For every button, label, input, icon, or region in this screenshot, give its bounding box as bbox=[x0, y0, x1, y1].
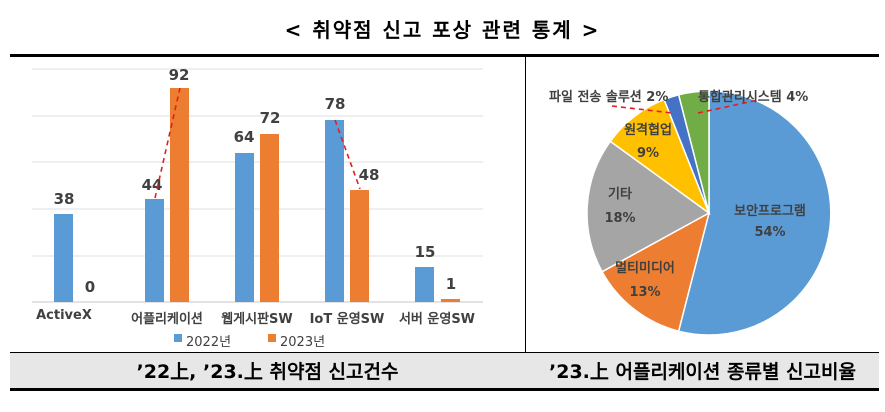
caption-pie-chart: ’23.上 어플리케이션 종류별 신고비율 bbox=[549, 361, 856, 383]
pie-label-multimedia: 멀티미디어 bbox=[615, 261, 675, 276]
bar-2022-activex[interactable] bbox=[54, 214, 73, 302]
bar-2022-application[interactable] bbox=[145, 199, 164, 302]
value-label: 64 bbox=[233, 128, 255, 146]
value-label: 38 bbox=[53, 190, 75, 208]
value-label: 44 bbox=[141, 176, 163, 194]
legend-item-2023[interactable]: 2023년 bbox=[268, 331, 325, 350]
pie-pct-etc: 18% bbox=[604, 211, 636, 226]
pie-label-file-transfer: 파일 전송 솔루션 2% bbox=[549, 90, 669, 105]
bar-2022-iot[interactable] bbox=[325, 120, 344, 302]
pie-pct-remote-collab: 9% bbox=[636, 146, 660, 161]
pie-label-etc: 기타 bbox=[608, 187, 632, 202]
caption-bar-chart: ’22上, ’23.上 취약점 신고건수 bbox=[136, 361, 399, 383]
x-axis-baseline bbox=[32, 301, 483, 303]
pie-label-remote-collab: 원격협업 bbox=[624, 123, 672, 138]
slice-multimedia[interactable] bbox=[601, 211, 711, 333]
pie-pct-multimedia: 13% bbox=[629, 285, 661, 300]
value-label: 72 bbox=[259, 109, 281, 127]
panel-divider bbox=[525, 56, 526, 390]
gridline bbox=[32, 208, 483, 210]
x-axis-label: 어플리케이션 bbox=[131, 312, 203, 327]
table-bottom-rule bbox=[10, 388, 879, 391]
slice-integrated-mgmt[interactable] bbox=[677, 90, 710, 214]
bar-2023-iot[interactable] bbox=[350, 190, 369, 302]
gridline bbox=[32, 255, 483, 257]
slice-security-program[interactable] bbox=[677, 90, 832, 336]
value-label: 0 bbox=[84, 278, 96, 296]
value-label: 1 bbox=[445, 275, 457, 293]
x-axis-label: ActiveX bbox=[36, 308, 92, 323]
value-label: 78 bbox=[324, 95, 346, 113]
legend-label: 2023년 bbox=[280, 335, 326, 350]
bar-2022-web-board[interactable] bbox=[235, 153, 254, 302]
x-axis-label: IoT 운영SW bbox=[309, 312, 385, 327]
bar-2022-server[interactable] bbox=[415, 267, 434, 302]
bar-2023-server[interactable] bbox=[441, 299, 460, 302]
pie-label-security-program: 보안프로그램 bbox=[734, 204, 806, 219]
bar-2023-application[interactable] bbox=[170, 88, 189, 302]
slice-etc[interactable] bbox=[586, 140, 711, 273]
page-title: < 취약점 신고 포상 관련 통계 > bbox=[284, 18, 601, 42]
caption-band bbox=[10, 352, 879, 389]
pie-pct-security-program: 54% bbox=[754, 225, 786, 240]
bar-2023-web-board[interactable] bbox=[260, 134, 279, 302]
legend-swatch-icon bbox=[268, 333, 276, 342]
pie-label-integrated-mgmt: 통합관리시스템 4% bbox=[698, 90, 809, 105]
legend-label: 2022년 bbox=[186, 335, 232, 350]
legend-item-2022[interactable]: 2022년 bbox=[174, 331, 231, 350]
table-top-rule bbox=[10, 54, 879, 57]
value-label: 92 bbox=[168, 66, 190, 84]
gridline bbox=[32, 68, 483, 70]
gridline bbox=[32, 161, 483, 163]
legend-swatch-icon bbox=[174, 333, 182, 342]
value-label: 48 bbox=[358, 166, 380, 184]
x-axis-label: 웹게시판SW bbox=[221, 312, 293, 327]
x-axis-label: 서버 운영SW bbox=[398, 312, 476, 327]
gridline bbox=[32, 115, 483, 117]
value-label: 15 bbox=[414, 243, 436, 261]
